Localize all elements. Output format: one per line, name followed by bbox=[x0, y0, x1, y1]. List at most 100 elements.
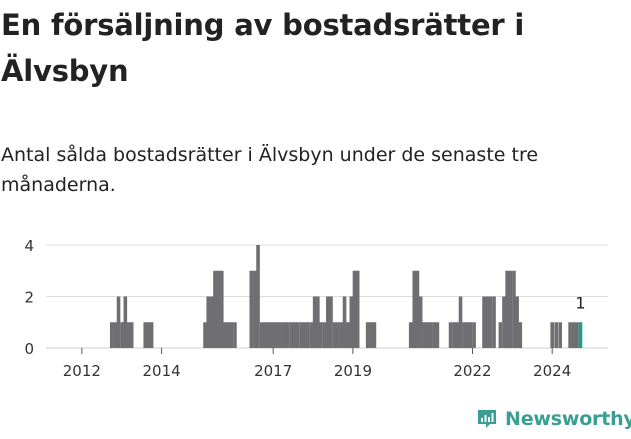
bar-chart: 0 2 4 1 2012 2014 2017 2019 2022 2024 bbox=[24, 237, 608, 380]
bar bbox=[296, 322, 300, 348]
bar bbox=[342, 296, 347, 348]
bar bbox=[329, 296, 333, 348]
bar bbox=[269, 322, 273, 348]
bar bbox=[498, 322, 503, 348]
bar bbox=[216, 270, 220, 348]
bar bbox=[482, 296, 486, 348]
bar bbox=[129, 322, 134, 348]
bar bbox=[256, 245, 260, 348]
bar bbox=[412, 270, 417, 348]
bar bbox=[282, 322, 287, 348]
bar bbox=[213, 270, 217, 348]
bar bbox=[568, 322, 572, 348]
bar bbox=[306, 322, 310, 348]
y-tick-label: 4 bbox=[24, 237, 34, 255]
bar bbox=[292, 322, 297, 348]
bar bbox=[415, 270, 420, 348]
bar bbox=[123, 296, 128, 348]
bar bbox=[571, 322, 576, 348]
bar bbox=[372, 322, 377, 348]
x-tick-label: 2022 bbox=[453, 362, 491, 380]
bar bbox=[408, 322, 413, 348]
bar bbox=[309, 322, 314, 348]
bar bbox=[502, 296, 506, 348]
bar bbox=[229, 322, 234, 348]
bar bbox=[492, 296, 496, 348]
bar bbox=[146, 322, 151, 348]
bar bbox=[312, 296, 317, 348]
bar bbox=[203, 322, 207, 348]
y-tick-label: 2 bbox=[24, 289, 34, 307]
bar bbox=[319, 322, 323, 348]
x-tick-label: 2019 bbox=[334, 362, 372, 380]
bar bbox=[276, 322, 280, 348]
bar bbox=[575, 322, 579, 348]
bar bbox=[472, 322, 476, 348]
bar bbox=[485, 296, 490, 348]
bar bbox=[425, 322, 430, 348]
bar bbox=[206, 296, 211, 348]
x-tick-label: 2024 bbox=[533, 362, 571, 380]
x-tick-label: 2014 bbox=[142, 362, 180, 380]
bar bbox=[352, 270, 357, 348]
bar bbox=[253, 270, 257, 348]
bar bbox=[505, 270, 509, 348]
bar bbox=[279, 322, 283, 348]
bar bbox=[226, 322, 230, 348]
x-tick-label: 2017 bbox=[254, 362, 292, 380]
bar bbox=[349, 296, 354, 348]
bar bbox=[462, 322, 466, 348]
bar bbox=[432, 322, 437, 348]
bar bbox=[335, 322, 340, 348]
bar bbox=[339, 322, 344, 348]
bar bbox=[355, 270, 360, 348]
bar bbox=[512, 270, 516, 348]
bar bbox=[120, 322, 124, 348]
bar bbox=[488, 296, 493, 348]
bar-highlight bbox=[578, 322, 583, 348]
bar bbox=[210, 296, 214, 348]
bar bbox=[249, 270, 254, 348]
bar bbox=[422, 322, 427, 348]
bar bbox=[116, 296, 121, 348]
bar bbox=[109, 322, 114, 348]
bar bbox=[263, 322, 267, 348]
bar bbox=[219, 270, 224, 348]
bar bbox=[458, 296, 463, 348]
bar bbox=[322, 322, 327, 348]
bar bbox=[316, 296, 320, 348]
newsworthy-logo[interactable]: Newsworthy bbox=[475, 407, 631, 431]
bar bbox=[149, 322, 154, 348]
bar bbox=[113, 322, 118, 348]
bar bbox=[465, 322, 470, 348]
x-tick-label: 2012 bbox=[63, 362, 101, 380]
bar bbox=[233, 322, 237, 348]
newsworthy-logo-icon bbox=[478, 410, 496, 428]
bar bbox=[550, 322, 554, 348]
bar bbox=[302, 322, 307, 348]
bar bbox=[518, 322, 523, 348]
bar bbox=[126, 322, 131, 348]
bar bbox=[365, 322, 370, 348]
bar bbox=[508, 270, 513, 348]
bar bbox=[326, 296, 330, 348]
chart-title: En försäljning av bostadsrätter i Älvsby… bbox=[1, 8, 525, 88]
bar bbox=[428, 322, 433, 348]
bar bbox=[452, 322, 456, 348]
bar bbox=[468, 322, 473, 348]
bar bbox=[554, 322, 558, 348]
bar bbox=[558, 322, 562, 348]
bar bbox=[286, 322, 290, 348]
highlight-data-label: 1 bbox=[575, 293, 585, 312]
bar bbox=[448, 322, 453, 348]
bar bbox=[515, 296, 519, 348]
bar bbox=[272, 322, 277, 348]
bar bbox=[143, 322, 148, 348]
bar bbox=[223, 322, 227, 348]
bar bbox=[332, 322, 337, 348]
bar bbox=[266, 322, 270, 348]
bar bbox=[345, 322, 350, 348]
y-tick-label: 0 bbox=[24, 340, 34, 358]
bar bbox=[418, 296, 423, 348]
bar bbox=[369, 322, 374, 348]
